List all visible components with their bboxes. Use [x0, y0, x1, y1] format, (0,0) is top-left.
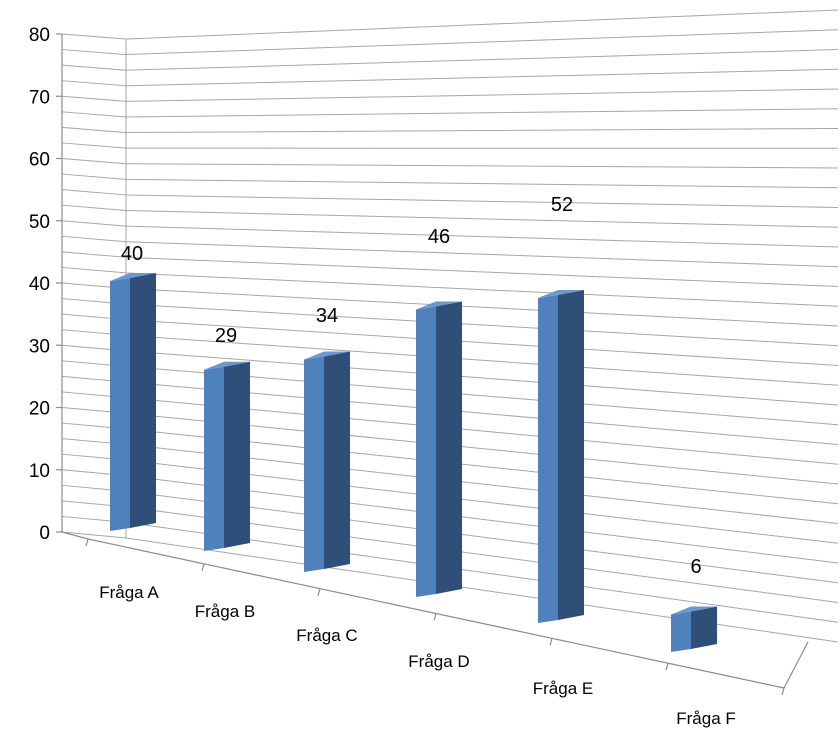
- grid-line: [61, 235, 839, 268]
- y-tick-label: 80: [29, 25, 50, 46]
- bar: [304, 351, 350, 572]
- y-tick-label: 70: [29, 87, 50, 108]
- y-tick-label: 50: [29, 212, 50, 233]
- axes: [56, 33, 809, 696]
- y-tick-label: 10: [29, 461, 50, 482]
- bar: [204, 361, 250, 551]
- y-tick-label: 20: [29, 399, 50, 420]
- bar-top: [671, 606, 717, 615]
- grid-line: [61, 49, 839, 71]
- x-tick-label: Fråga C: [296, 626, 357, 645]
- grid-line: [61, 126, 839, 134]
- x-tick-label: Fråga D: [408, 652, 469, 671]
- bar-side: [130, 273, 156, 528]
- data-label: 46: [428, 226, 450, 248]
- grid-line: [61, 204, 839, 228]
- x-tick: [85, 538, 89, 547]
- bar-side: [436, 301, 462, 594]
- x-tick: [433, 613, 437, 621]
- floor-left-edge: [61, 531, 89, 540]
- bar-top: [304, 351, 350, 360]
- grid-line: [61, 189, 839, 208]
- bar: [538, 290, 584, 623]
- x-tick: [665, 663, 669, 671]
- grid-line: [61, 68, 839, 87]
- bar-top: [110, 273, 156, 281]
- bars: [110, 273, 717, 652]
- bar-front: [416, 306, 436, 597]
- bar-top: [416, 301, 462, 310]
- x-tick-label: Fråga B: [195, 602, 255, 621]
- grid-line: [61, 173, 839, 189]
- data-label: 34: [316, 305, 338, 327]
- bar: [416, 301, 462, 597]
- bar-side: [558, 290, 584, 620]
- y-tick-label: 40: [29, 274, 50, 295]
- bar-front: [304, 356, 324, 572]
- floor-right-edge: [783, 641, 809, 689]
- y-tick-label: 0: [39, 523, 50, 544]
- bar-side: [224, 361, 250, 548]
- grid-line: [61, 220, 839, 248]
- y-tick-label: 30: [29, 336, 50, 357]
- bar-front: [204, 366, 224, 551]
- grid-line: [61, 266, 839, 307]
- bar-front: [538, 295, 558, 623]
- bar-side: [324, 351, 350, 569]
- data-label: 29: [215, 325, 237, 347]
- bar-top: [538, 290, 584, 298]
- bar-front: [671, 611, 691, 652]
- grid-line: [61, 531, 839, 643]
- labels: 0 10 20 30 40 50 60 70 80 40 29 34 46 52 6 Fråga A Fråga…: [29, 25, 736, 728]
- grid-line: [61, 142, 839, 149]
- x-tick-label: Fråga A: [99, 583, 159, 602]
- grid-line: [61, 108, 839, 118]
- data-label: 52: [551, 194, 573, 216]
- bar: [671, 606, 717, 652]
- y-tick-label: 60: [29, 150, 50, 171]
- x-tick: [201, 563, 205, 571]
- bar-front: [110, 278, 130, 531]
- grid-line: [61, 9, 839, 40]
- grid-line: [61, 29, 839, 56]
- x-tick-label: Fråga F: [676, 709, 736, 728]
- grid-line: [61, 88, 839, 102]
- data-label: 40: [121, 243, 143, 265]
- x-tick: [781, 687, 785, 696]
- bar-top: [204, 361, 250, 370]
- x-tick: [317, 588, 321, 596]
- x-tick-label: Fråga E: [533, 679, 593, 698]
- data-label: 6: [690, 556, 701, 578]
- grid-line: [61, 158, 839, 169]
- x-tick: [549, 638, 553, 646]
- bar-side: [691, 606, 717, 649]
- grid-line: [61, 251, 839, 287]
- bar: [110, 273, 156, 531]
